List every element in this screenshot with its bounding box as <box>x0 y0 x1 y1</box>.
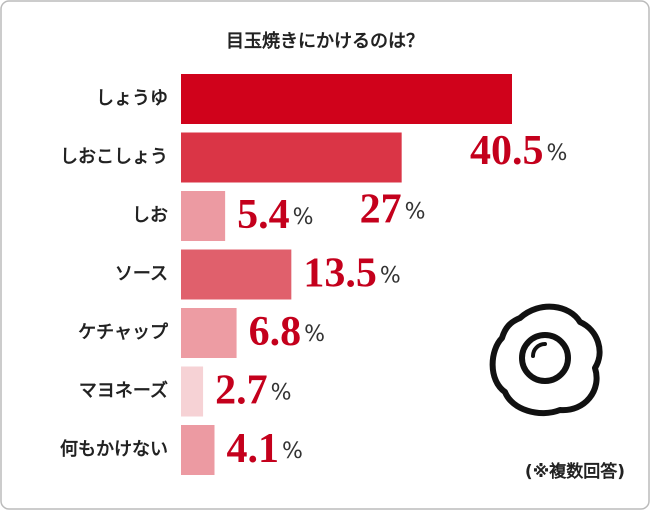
value-unit: % <box>282 439 303 464</box>
value-label: 4.1 <box>227 426 280 472</box>
value-label-group: 5.4% <box>237 192 313 238</box>
bar <box>181 249 292 300</box>
category-label: ケチャップ <box>78 321 169 343</box>
value-label: 40.5 <box>470 128 544 174</box>
value-label: 13.5 <box>303 250 377 296</box>
category-label: しょうゆ <box>96 88 168 109</box>
value-label-group: 2.7% <box>215 367 291 413</box>
bar <box>181 308 237 358</box>
category-label: しお <box>132 205 168 226</box>
chart-title: 目玉焼きにかけるのは？ <box>226 30 424 52</box>
value-unit: % <box>547 141 568 166</box>
bar <box>181 425 215 475</box>
category-label: ソース <box>115 264 168 285</box>
category-label: マヨネーズ <box>79 380 168 402</box>
category-label: 何もかけない <box>60 438 168 460</box>
value-label: 2.7 <box>215 367 267 413</box>
value-label: 27 <box>360 186 402 232</box>
value-unit: % <box>304 322 325 347</box>
value-unit: % <box>405 200 426 225</box>
value-label: 5.4 <box>237 192 290 238</box>
bar <box>181 132 402 183</box>
egg-icon <box>489 303 603 417</box>
value-label-group: 13.5% <box>303 250 400 296</box>
value-label-group: 27% <box>360 186 426 232</box>
value-label-group: 4.1% <box>227 426 303 472</box>
bar <box>181 191 226 241</box>
value-unit: % <box>380 264 401 289</box>
value-unit: % <box>271 381 292 406</box>
value-label-group: 40.5% <box>470 128 567 174</box>
value-label-group: 6.8% <box>249 309 325 355</box>
value-label: 6.8 <box>249 309 302 355</box>
bar <box>181 366 204 417</box>
category-label: しおこしょう <box>60 147 168 168</box>
note: (※複数回答) <box>525 461 625 482</box>
bar <box>181 74 512 124</box>
value-unit: % <box>293 205 314 230</box>
